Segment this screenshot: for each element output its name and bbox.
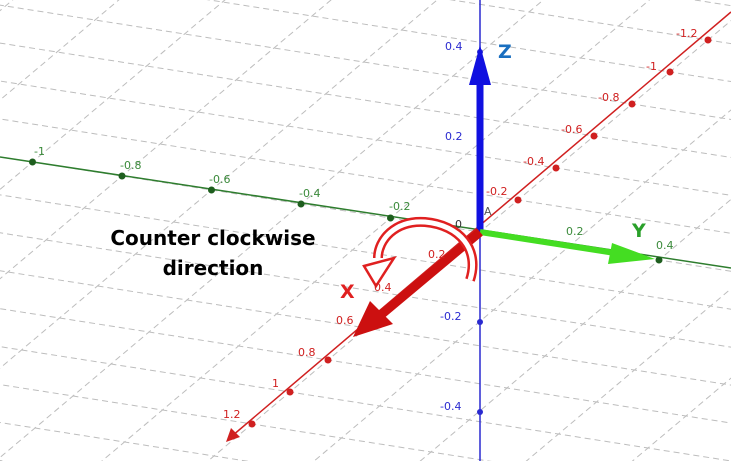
x-tick-label: -0.4	[523, 155, 544, 168]
x-tick-label: 1	[272, 377, 279, 390]
x-tick-label: -1	[646, 60, 657, 73]
grid-line	[0, 384, 492, 461]
grid-line	[0, 346, 731, 461]
grid-line	[0, 0, 731, 96]
y-tick-label: 0.2	[566, 225, 584, 238]
rotation-arrow-head	[362, 255, 397, 289]
grid-line	[0, 368, 731, 461]
y-tick-dot	[297, 200, 305, 208]
grid-line	[0, 0, 731, 224]
grid-line	[705, 0, 731, 461]
x-axis-head	[226, 428, 240, 442]
y-tick-dot	[208, 186, 215, 194]
x-tick-label: 1.2	[223, 408, 241, 421]
x-tick-dot	[286, 388, 294, 396]
grid-line	[257, 0, 731, 461]
y-tick-label: 0.4	[656, 239, 674, 252]
x-tick-label: 0.6	[336, 314, 354, 327]
x-tick-label: -0.2	[486, 185, 507, 198]
rotation-arrow-body	[375, 219, 476, 281]
x-tick-dot	[704, 36, 712, 44]
y-axis-label: Y	[631, 220, 646, 242]
y-tick-dot	[29, 158, 36, 166]
z-tick-label: -0.2	[440, 310, 461, 323]
grid-line	[0, 0, 731, 256]
z-vector-head	[469, 45, 491, 85]
grid-line	[0, 0, 731, 192]
z-tick-dot	[477, 319, 483, 325]
y-tick-dot	[655, 256, 663, 264]
x-tick-dot	[324, 356, 332, 364]
x-tick-label: 0.8	[298, 346, 316, 359]
grid-line	[0, 0, 77, 461]
grid-line	[0, 80, 731, 196]
grid-line	[0, 272, 731, 461]
z-tick-label: 0.4	[445, 40, 463, 53]
x-tick-dot	[248, 420, 256, 428]
x-tick-label: -0.8	[598, 91, 619, 104]
grid-line	[0, 0, 120, 101]
y-tick-label: -0.2	[389, 200, 410, 213]
point-label: A	[484, 205, 492, 218]
annotation-line: direction	[163, 256, 264, 280]
x-tick-label: -0.6	[561, 123, 582, 136]
y-vector-head	[608, 243, 655, 264]
x-tick-dot	[628, 100, 636, 108]
y-vector	[479, 229, 616, 256]
grid-line	[0, 422, 250, 461]
y-tick-label: -0.8	[120, 159, 141, 172]
x-tick-dot	[552, 164, 560, 172]
origin-label: 0	[455, 218, 462, 231]
x-tick-label: 0.4	[374, 281, 392, 294]
grid-line	[0, 240, 731, 461]
y-tick-label: -0.4	[299, 187, 320, 200]
y-tick-label: -0.6	[209, 173, 230, 186]
y-tick-label: -1	[34, 145, 45, 158]
x-vector-head	[353, 301, 393, 337]
grid-line	[206, 0, 731, 83]
annotation-line: Counter clockwise	[110, 226, 315, 250]
grid-line	[0, 0, 731, 64]
y-tick-dot	[118, 172, 126, 180]
grid-line	[0, 336, 731, 461]
y-tick-dot	[387, 214, 394, 222]
z-tick-label: 0.2	[445, 130, 463, 143]
x-tick-label: -1.2	[676, 27, 697, 40]
x-axis-label: X	[340, 281, 355, 303]
grid-line	[449, 0, 731, 45]
grid-line	[526, 0, 731, 461]
x-tick-label: 0.2	[428, 248, 446, 261]
z-tick-label: -0.4	[440, 400, 461, 413]
z-axis-label: Z	[498, 41, 512, 63]
grid-line	[0, 400, 731, 461]
x-tick-dot	[590, 132, 598, 140]
x-tick-dot	[666, 68, 674, 76]
z-tick-dot	[477, 409, 483, 415]
x-tick-dot	[514, 196, 522, 204]
